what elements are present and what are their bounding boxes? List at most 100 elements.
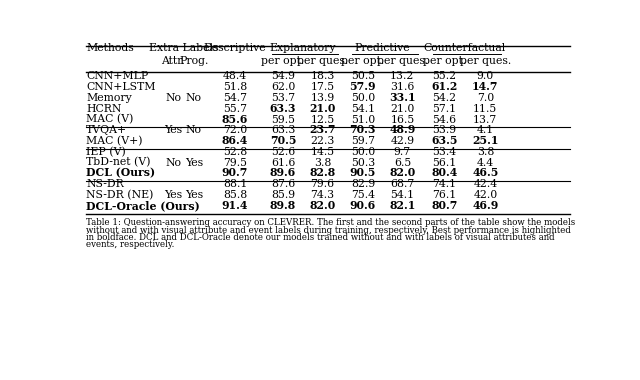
- Text: CNN+LSTM: CNN+LSTM: [86, 82, 156, 92]
- Text: 70.5: 70.5: [270, 135, 296, 146]
- Text: 53.9: 53.9: [432, 125, 456, 135]
- Text: 53.7: 53.7: [271, 93, 295, 103]
- Text: MAC (V+): MAC (V+): [86, 136, 143, 146]
- Text: 23.7: 23.7: [309, 124, 336, 135]
- Text: DCL-Oracle (Ours): DCL-Oracle (Ours): [86, 200, 200, 211]
- Text: 82.0: 82.0: [310, 200, 336, 211]
- Text: Yes: Yes: [164, 190, 182, 200]
- Text: 50.0: 50.0: [351, 147, 375, 157]
- Text: without and with visual attribute and event labels during training, respectively: without and with visual attribute and ev…: [86, 226, 571, 234]
- Text: 80.4: 80.4: [431, 168, 458, 179]
- Text: 62.0: 62.0: [271, 82, 295, 92]
- Text: 82.9: 82.9: [351, 179, 375, 189]
- Text: Attr.: Attr.: [161, 56, 185, 66]
- Text: per ques.: per ques.: [297, 56, 348, 66]
- Text: 54.1: 54.1: [351, 104, 375, 114]
- Text: 59.7: 59.7: [351, 136, 375, 146]
- Text: 85.9: 85.9: [271, 190, 295, 200]
- Text: Memory: Memory: [86, 93, 132, 103]
- Text: 51.0: 51.0: [351, 115, 375, 125]
- Text: 3.8: 3.8: [477, 147, 494, 157]
- Text: 50.5: 50.5: [351, 71, 375, 81]
- Text: 61.6: 61.6: [271, 158, 295, 168]
- Text: 75.4: 75.4: [351, 190, 375, 200]
- Text: 9.7: 9.7: [394, 147, 411, 157]
- Text: 54.1: 54.1: [390, 190, 415, 200]
- Text: 63.5: 63.5: [431, 135, 458, 146]
- Text: 63.3: 63.3: [270, 103, 296, 114]
- Text: 80.7: 80.7: [431, 200, 458, 211]
- Text: 4.1: 4.1: [477, 125, 494, 135]
- Text: CNN+MLP: CNN+MLP: [86, 71, 148, 81]
- Text: events, respectively.: events, respectively.: [86, 240, 175, 249]
- Text: 14.5: 14.5: [310, 147, 335, 157]
- Text: 54.2: 54.2: [432, 93, 456, 103]
- Text: NS-DR (NE): NS-DR (NE): [86, 190, 154, 200]
- Text: 74.1: 74.1: [432, 179, 456, 189]
- Text: 70.3: 70.3: [349, 124, 376, 135]
- Text: per opt.: per opt.: [422, 56, 466, 66]
- Text: 48.9: 48.9: [389, 124, 415, 135]
- Text: 7.0: 7.0: [477, 93, 494, 103]
- Text: 87.6: 87.6: [271, 179, 295, 189]
- Text: No: No: [186, 93, 202, 103]
- Text: 46.5: 46.5: [472, 168, 499, 179]
- Text: 13.9: 13.9: [310, 93, 335, 103]
- Text: 17.5: 17.5: [310, 82, 335, 92]
- Text: 91.4: 91.4: [222, 200, 248, 211]
- Text: 82.8: 82.8: [310, 168, 336, 179]
- Text: 22.3: 22.3: [310, 136, 335, 146]
- Text: TbD-net (V): TbD-net (V): [86, 157, 150, 168]
- Text: 56.1: 56.1: [432, 158, 456, 168]
- Text: 18.3: 18.3: [310, 71, 335, 81]
- Text: 90.5: 90.5: [349, 168, 376, 179]
- Text: 82.1: 82.1: [389, 200, 415, 211]
- Text: 50.0: 50.0: [351, 93, 375, 103]
- Text: 21.0: 21.0: [309, 103, 336, 114]
- Text: 46.9: 46.9: [472, 200, 499, 211]
- Text: 55.2: 55.2: [432, 71, 456, 81]
- Text: Yes: Yes: [185, 190, 203, 200]
- Text: 88.1: 88.1: [223, 179, 247, 189]
- Text: No: No: [186, 125, 202, 135]
- Text: 61.2: 61.2: [431, 81, 458, 92]
- Text: 42.9: 42.9: [390, 136, 415, 146]
- Text: Yes: Yes: [164, 125, 182, 135]
- Text: 54.7: 54.7: [223, 93, 247, 103]
- Text: 85.6: 85.6: [222, 114, 248, 125]
- Text: 79.5: 79.5: [223, 158, 247, 168]
- Text: 90.7: 90.7: [222, 168, 248, 179]
- Text: 31.6: 31.6: [390, 82, 415, 92]
- Text: 25.1: 25.1: [472, 135, 499, 146]
- Text: DCL (Ours): DCL (Ours): [86, 168, 156, 179]
- Text: 74.3: 74.3: [310, 190, 335, 200]
- Text: 82.0: 82.0: [389, 168, 415, 179]
- Text: NS-DR: NS-DR: [86, 179, 124, 189]
- Text: per ques.: per ques.: [377, 56, 428, 66]
- Text: 57.9: 57.9: [349, 81, 376, 92]
- Text: 59.5: 59.5: [271, 115, 295, 125]
- Text: 89.6: 89.6: [270, 168, 296, 179]
- Text: 21.0: 21.0: [390, 104, 415, 114]
- Text: per opt.: per opt.: [341, 56, 385, 66]
- Text: 12.5: 12.5: [310, 115, 335, 125]
- Text: 13.7: 13.7: [473, 115, 497, 125]
- Text: Table 1: Question-answering accuracy on CLEVRER. The first and the second parts : Table 1: Question-answering accuracy on …: [86, 218, 575, 227]
- Text: TVQA+: TVQA+: [86, 125, 127, 135]
- Text: Extra Labels: Extra Labels: [148, 43, 218, 53]
- Text: 42.4: 42.4: [473, 179, 497, 189]
- Text: 33.1: 33.1: [389, 92, 416, 103]
- Text: per ques.: per ques.: [460, 56, 511, 66]
- Text: 54.9: 54.9: [271, 71, 295, 81]
- Text: 89.8: 89.8: [270, 200, 296, 211]
- Text: per opt.: per opt.: [261, 56, 305, 66]
- Text: 72.0: 72.0: [223, 125, 247, 135]
- Text: 14.7: 14.7: [472, 81, 499, 92]
- Text: Yes: Yes: [185, 158, 203, 168]
- Text: Descriptive: Descriptive: [204, 43, 266, 53]
- Text: 57.1: 57.1: [432, 104, 456, 114]
- Text: Predictive: Predictive: [355, 43, 410, 53]
- Text: 55.7: 55.7: [223, 104, 247, 114]
- Text: No: No: [165, 158, 181, 168]
- Text: 54.6: 54.6: [432, 115, 456, 125]
